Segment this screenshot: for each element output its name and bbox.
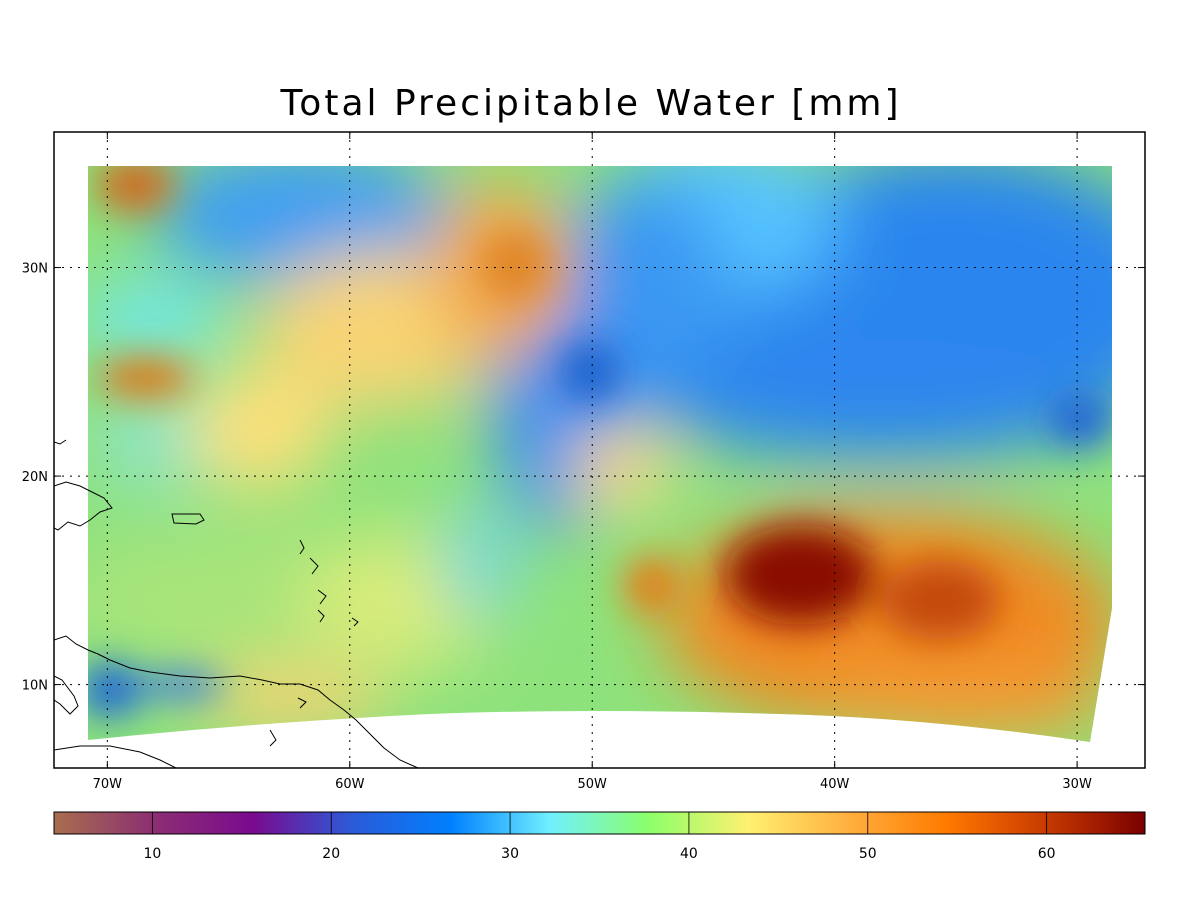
colorbar-tick-label: 10 — [143, 846, 161, 862]
colorbar-tick-label: 20 — [322, 846, 340, 862]
lat-tick-label: 30N — [22, 262, 48, 277]
colorbar-tick-label: 60 — [1038, 846, 1056, 862]
colorbar-tick-label: 40 — [680, 846, 698, 862]
colorbar: 10 20 30 40 50 60 — [53, 811, 1146, 862]
colorbar-tick-label: 30 — [501, 846, 519, 862]
lon-tick-label: 60W — [335, 777, 365, 792]
colorbar-bar — [53, 811, 1146, 835]
lon-tick-label: 40W — [820, 777, 850, 792]
coastlines — [54, 439, 419, 768]
lon-tick-label: 70W — [93, 777, 123, 792]
longitude-axis: 70W 60W 50W 40W 30W — [93, 132, 1092, 792]
lon-tick-label: 30W — [1062, 777, 1092, 792]
tpw-field — [88, 166, 1112, 742]
map-frame — [53, 131, 1146, 769]
lon-tick-label: 50W — [578, 777, 608, 792]
latitude-axis: 30N 20N 10N — [22, 262, 1145, 694]
graticule — [54, 132, 1145, 768]
map-title: Total Precipitable Water [mm] — [279, 83, 901, 124]
lat-tick-label: 20N — [22, 470, 48, 485]
colorbar-ticks: 10 20 30 40 50 60 — [143, 812, 1056, 862]
lat-tick-label: 10N — [22, 679, 48, 694]
colorbar-tick-label: 50 — [859, 846, 877, 862]
